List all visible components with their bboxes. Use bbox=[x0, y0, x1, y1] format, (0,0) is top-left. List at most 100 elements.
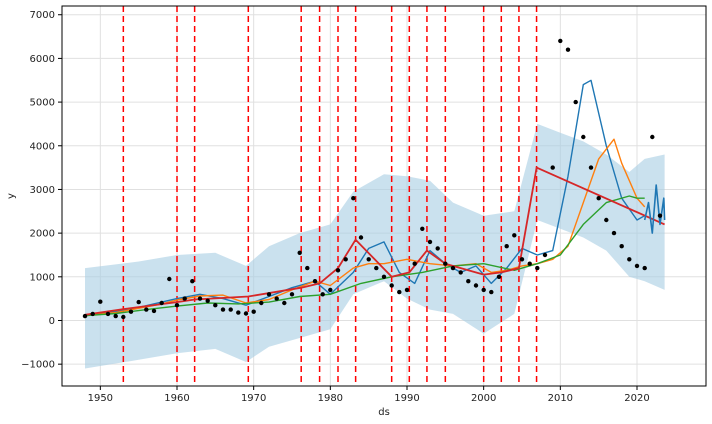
observed-point-57 bbox=[519, 257, 525, 262]
observed-point-17 bbox=[213, 303, 218, 308]
x-tick-label-1: 1960 bbox=[164, 393, 189, 404]
observed-point-6 bbox=[128, 309, 134, 314]
observed-point-31 bbox=[320, 292, 325, 297]
observed-point-35 bbox=[351, 196, 356, 201]
observed-point-68 bbox=[604, 217, 609, 223]
trend-line bbox=[84, 166, 665, 316]
observed-point-20 bbox=[236, 310, 241, 315]
observed-point-45 bbox=[427, 239, 433, 245]
y-tick-label-8: 7000 bbox=[30, 10, 55, 21]
observed-point-21 bbox=[243, 311, 249, 316]
plot-frame bbox=[61, 5, 707, 387]
x-tick-label-7: 2020 bbox=[624, 393, 649, 404]
forecast-line bbox=[643, 184, 666, 234]
x-tick-label-6: 2010 bbox=[548, 393, 573, 404]
observed-point-75 bbox=[657, 213, 663, 218]
observed-point-19 bbox=[228, 307, 233, 312]
observed-point-4 bbox=[113, 313, 118, 319]
x-tick-label-4: 1990 bbox=[394, 393, 419, 404]
observed-point-38 bbox=[374, 265, 379, 271]
observed-point-34 bbox=[343, 257, 348, 262]
observed-point-1 bbox=[90, 311, 95, 317]
x-axis-label: ds bbox=[378, 407, 390, 418]
observed-point-3 bbox=[105, 311, 111, 317]
observed-point-67 bbox=[596, 196, 601, 201]
observed-point-18 bbox=[220, 307, 226, 312]
observed-point-59 bbox=[535, 265, 540, 271]
observed-point-5 bbox=[121, 314, 126, 320]
y-tick-label-7: 6000 bbox=[30, 54, 55, 65]
observed-point-29 bbox=[305, 265, 310, 271]
y-tick-label-5: 4000 bbox=[30, 141, 55, 152]
observed-point-27 bbox=[289, 292, 295, 297]
observed-point-66 bbox=[588, 165, 594, 170]
observed-point-49 bbox=[458, 270, 463, 275]
y-tick-label-6: 5000 bbox=[30, 98, 55, 109]
observed-point-22 bbox=[251, 309, 256, 314]
observed-point-8 bbox=[144, 307, 149, 312]
observed-point-48 bbox=[450, 265, 456, 271]
observed-point-47 bbox=[443, 261, 448, 266]
observed-point-55 bbox=[504, 244, 509, 249]
observed-point-12 bbox=[174, 303, 180, 308]
observed-point-15 bbox=[197, 296, 203, 301]
y-tick-label-2: 1000 bbox=[30, 272, 55, 283]
observed-point-16 bbox=[205, 298, 210, 303]
observed-point-64 bbox=[573, 99, 578, 105]
y-tick-label-4: 3000 bbox=[30, 185, 55, 196]
observed-point-32 bbox=[328, 287, 333, 293]
observed-point-2 bbox=[98, 299, 103, 304]
observed-point-73 bbox=[642, 265, 647, 271]
observed-point-33 bbox=[335, 268, 341, 273]
observed-point-42 bbox=[404, 287, 410, 293]
series-line-2 bbox=[84, 138, 646, 316]
series-line-3 bbox=[84, 195, 645, 317]
observed-point-0 bbox=[82, 313, 88, 319]
observed-point-13 bbox=[182, 296, 187, 301]
observed-point-69 bbox=[611, 230, 617, 236]
observed-point-28 bbox=[297, 250, 302, 255]
y-tick-label-0: −1000 bbox=[21, 360, 55, 371]
observed-point-60 bbox=[542, 252, 548, 258]
observed-point-39 bbox=[381, 274, 387, 279]
observed-point-62 bbox=[558, 38, 563, 44]
observed-point-51 bbox=[473, 283, 479, 288]
observed-point-50 bbox=[466, 279, 471, 284]
observed-point-43 bbox=[412, 261, 417, 266]
observed-point-44 bbox=[420, 226, 425, 231]
observed-point-54 bbox=[496, 274, 502, 279]
observed-point-9 bbox=[151, 308, 157, 314]
x-tick-label-0: 1950 bbox=[88, 393, 113, 404]
observed-point-30 bbox=[312, 279, 318, 284]
observed-point-46 bbox=[435, 246, 440, 251]
observed-point-23 bbox=[259, 300, 264, 306]
observed-point-14 bbox=[190, 279, 195, 284]
observed-point-70 bbox=[619, 244, 624, 249]
observed-point-52 bbox=[481, 287, 486, 293]
x-tick-label-3: 1980 bbox=[318, 393, 343, 404]
observed-point-41 bbox=[397, 289, 402, 295]
observed-point-65 bbox=[581, 134, 586, 140]
observed-point-37 bbox=[366, 257, 371, 262]
observed-point-25 bbox=[274, 296, 279, 301]
x-tick-label-5: 2000 bbox=[471, 393, 496, 404]
observed-point-26 bbox=[282, 300, 287, 306]
observed-point-40 bbox=[389, 283, 394, 288]
observed-point-11 bbox=[167, 276, 172, 282]
observed-point-7 bbox=[136, 299, 141, 305]
observed-point-36 bbox=[358, 235, 364, 240]
observed-point-56 bbox=[512, 233, 517, 238]
observed-point-71 bbox=[627, 257, 632, 262]
y-tick-label-1: 0 bbox=[49, 316, 55, 327]
observed-point-10 bbox=[159, 300, 164, 306]
observed-point-63 bbox=[565, 47, 571, 52]
y-axis-label: y bbox=[6, 193, 17, 199]
observed-point-72 bbox=[634, 263, 640, 269]
observed-point-74 bbox=[650, 134, 655, 140]
x-tick-label-2: 1970 bbox=[241, 393, 266, 404]
observed-point-53 bbox=[489, 289, 494, 295]
observed-point-24 bbox=[266, 292, 272, 297]
y-tick-label-3: 2000 bbox=[30, 229, 55, 240]
observed-point-61 bbox=[550, 165, 555, 170]
